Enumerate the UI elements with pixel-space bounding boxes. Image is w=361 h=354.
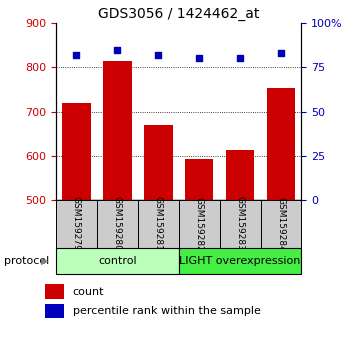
Text: GSM159279: GSM159279 <box>72 196 81 251</box>
Point <box>74 52 79 58</box>
Point <box>278 50 284 56</box>
Bar <box>179 200 219 248</box>
Bar <box>267 88 295 200</box>
Text: protocol: protocol <box>4 256 49 266</box>
Text: GSM159284: GSM159284 <box>277 196 286 251</box>
Point <box>114 47 120 52</box>
Bar <box>138 200 179 248</box>
Text: GSM159280: GSM159280 <box>113 196 122 251</box>
Bar <box>261 200 301 248</box>
Title: GDS3056 / 1424462_at: GDS3056 / 1424462_at <box>98 7 260 21</box>
Bar <box>45 284 64 299</box>
Bar <box>56 200 97 248</box>
Bar <box>45 304 64 319</box>
Bar <box>144 125 173 200</box>
Text: ▶: ▶ <box>41 256 49 266</box>
Text: LIGHT overexpression: LIGHT overexpression <box>179 256 301 266</box>
Text: GSM159281: GSM159281 <box>154 196 163 251</box>
Bar <box>226 150 255 200</box>
Bar <box>179 248 301 274</box>
Bar <box>97 200 138 248</box>
Bar <box>103 61 132 200</box>
Text: GSM159282: GSM159282 <box>195 196 204 251</box>
Bar <box>56 248 179 274</box>
Text: control: control <box>98 256 136 266</box>
Text: GSM159283: GSM159283 <box>236 196 244 251</box>
Text: percentile rank within the sample: percentile rank within the sample <box>73 306 261 316</box>
Bar <box>219 200 261 248</box>
Point <box>237 56 243 61</box>
Bar <box>185 159 213 200</box>
Point <box>155 52 161 58</box>
Point <box>196 56 202 61</box>
Bar <box>62 103 91 200</box>
Text: count: count <box>73 286 104 297</box>
